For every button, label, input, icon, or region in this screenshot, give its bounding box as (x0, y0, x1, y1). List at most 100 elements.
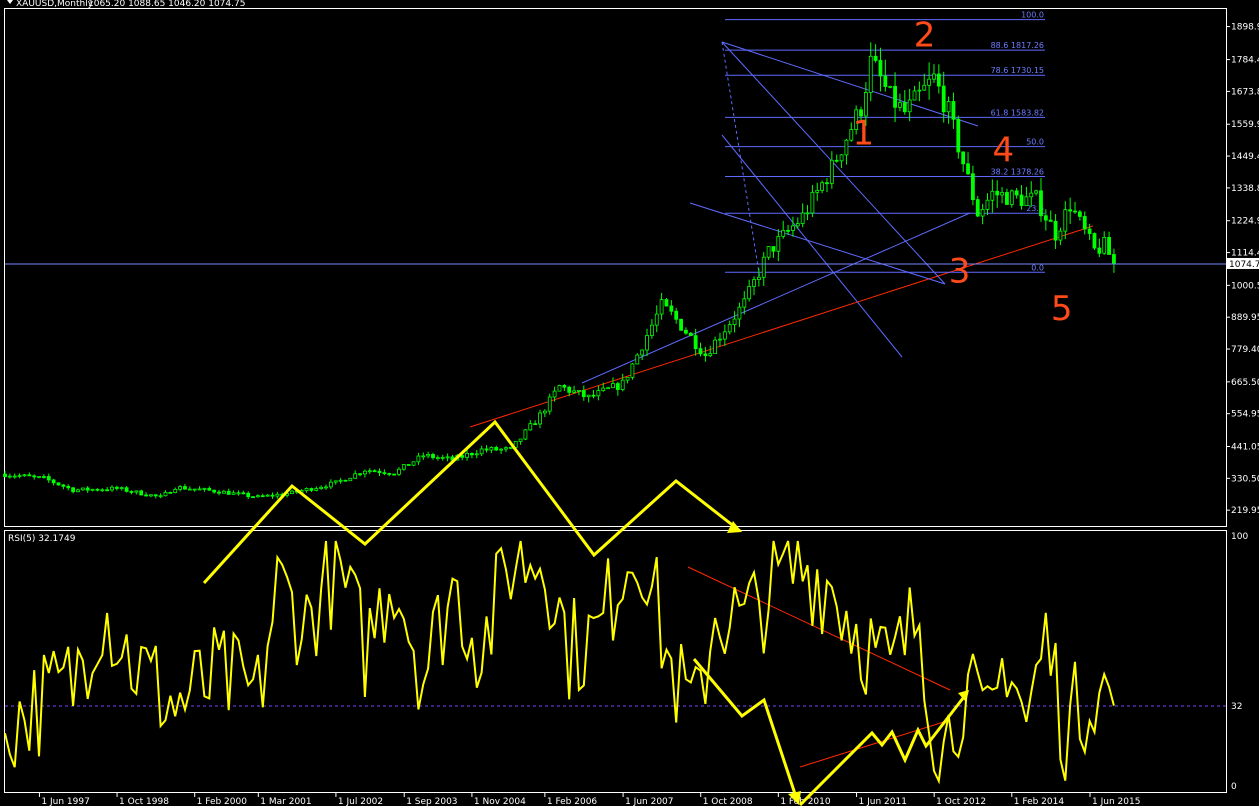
candle-body (956, 118, 961, 153)
candle-body (153, 494, 158, 497)
dropdown-arrow-icon[interactable] (7, 0, 13, 4)
candle-body (601, 387, 606, 391)
candle-body (688, 332, 693, 337)
candle-body (567, 386, 572, 393)
candle-body (241, 492, 246, 495)
candle-body (917, 89, 922, 92)
candle-body (114, 486, 119, 489)
candle-body (397, 468, 401, 475)
candle-body (562, 385, 567, 388)
candle-body (810, 191, 815, 214)
candle-body (27, 474, 32, 477)
candle-body (348, 477, 353, 482)
candle-body (611, 383, 615, 389)
price-tick-label: 1559.95 (1231, 120, 1259, 130)
candle-body (207, 487, 212, 491)
candle-body (898, 102, 902, 108)
rsi-down-arrow-head (788, 791, 801, 805)
candle-body (703, 353, 708, 357)
price-panel-frame (4, 8, 1227, 527)
candle-body (76, 489, 80, 493)
candle-body (878, 60, 883, 77)
candle-body (966, 163, 970, 175)
candle-body (275, 493, 280, 497)
candle-body (552, 390, 557, 398)
candle-body (411, 461, 416, 466)
rsi-red-resistance (687, 566, 951, 691)
candle-body (557, 385, 562, 392)
candle-body (932, 73, 936, 80)
candle-body (922, 84, 927, 91)
candle-body (71, 487, 75, 493)
blue-channel-line (689, 202, 946, 285)
price-tick-label: 1673.85 (1231, 87, 1259, 97)
candle-body (727, 324, 732, 333)
candle-body (270, 494, 275, 497)
candle-body (839, 154, 844, 162)
candle-body (654, 313, 659, 326)
current-price-tag (1227, 257, 1259, 269)
candle-body (333, 480, 338, 483)
candle-body (358, 473, 362, 476)
candle-body (630, 363, 635, 378)
candle-body (401, 464, 406, 470)
candle-body (1082, 216, 1087, 230)
candle-body (786, 230, 790, 232)
candle-body (90, 488, 95, 491)
candle-body (22, 474, 27, 477)
candle-body (752, 279, 756, 287)
price-tick-label: 665.50 (1231, 378, 1259, 388)
candle-body (353, 473, 358, 479)
candle-body (431, 453, 435, 459)
candle-body (829, 159, 834, 184)
candle-body (684, 329, 688, 334)
candle-body (197, 488, 202, 491)
candle-body (85, 487, 90, 491)
candle-body (309, 488, 314, 491)
candle-body (7, 475, 12, 478)
candle-body (645, 335, 649, 351)
candle-body (1107, 237, 1111, 255)
candle-body (995, 190, 1000, 196)
candle-body (1068, 209, 1073, 212)
candle-body (470, 452, 474, 456)
candle-body (523, 429, 528, 440)
candle-body (319, 486, 324, 489)
candle-body (1063, 209, 1068, 232)
candle-body (533, 423, 538, 426)
candle-body (1024, 196, 1029, 207)
price-tick-label: 1000.55 (1231, 281, 1259, 291)
candle-body (732, 318, 737, 326)
yellow-arrow-annotations (202, 419, 969, 806)
candle-body (290, 490, 294, 494)
candle-body (698, 348, 703, 355)
candle-body (1034, 190, 1039, 194)
candle-body (615, 383, 620, 390)
price-tick-label: 1338.85 (1231, 184, 1259, 194)
candle-body (591, 394, 596, 397)
candle-body (849, 129, 854, 141)
candle-body (581, 390, 586, 398)
candle-body (572, 390, 576, 393)
elliott-wave-labels: 1 2 3 4 5 (852, 15, 1072, 329)
candle-body (625, 376, 630, 381)
candle-body (246, 492, 251, 498)
candle-body (766, 246, 771, 258)
time-tick-label: 1 Nov 2004 (474, 797, 526, 806)
candle-body (192, 488, 197, 491)
candle-body (674, 310, 679, 320)
candle-body (80, 487, 85, 491)
candle-body (202, 487, 207, 490)
candle-body (265, 494, 270, 497)
candle-body (416, 455, 421, 463)
candle-body (382, 472, 387, 475)
candle-body (212, 489, 217, 493)
candle-body (693, 335, 698, 350)
candle-body (1077, 211, 1082, 217)
candle-body (528, 423, 533, 431)
candle-body (1029, 192, 1034, 198)
candle-body (465, 452, 469, 458)
candle-body (226, 490, 231, 495)
candle-body (474, 453, 479, 456)
candle-body (314, 488, 319, 491)
